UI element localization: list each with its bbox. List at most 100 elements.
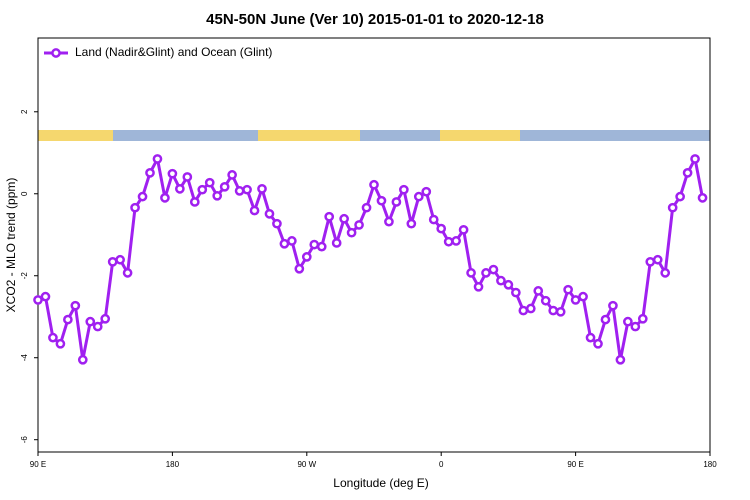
data-point <box>257 183 267 194</box>
x-tick-label: 0 <box>439 460 444 469</box>
plot-frame <box>37 37 711 453</box>
data-point <box>548 305 559 316</box>
data-point <box>294 263 305 274</box>
data-point <box>540 295 551 306</box>
data-point <box>652 254 663 265</box>
data-point <box>130 202 140 213</box>
data-point <box>63 314 73 325</box>
legend-marker <box>51 48 61 58</box>
data-point <box>152 154 163 164</box>
data-point <box>249 205 260 216</box>
data-point <box>473 281 484 292</box>
data-point <box>160 193 170 203</box>
data-point <box>189 197 200 207</box>
data-point <box>570 295 581 305</box>
data-point <box>555 306 566 317</box>
map-strip <box>38 130 710 141</box>
y-axis-label: XCO2 - MLO trend (ppm) <box>4 178 18 313</box>
data-point <box>697 193 708 203</box>
data-point <box>70 300 81 311</box>
data-point <box>369 179 379 190</box>
data-point <box>361 202 372 213</box>
x-axis-label: Longitude (deg E) <box>333 476 428 490</box>
data-point <box>518 305 529 316</box>
data-point <box>525 303 536 314</box>
x-tick-label: 90 W <box>297 460 316 469</box>
data-point <box>287 236 297 246</box>
data-point <box>197 184 208 195</box>
data-point <box>339 213 349 224</box>
data-point <box>115 254 125 265</box>
data-point <box>107 256 118 267</box>
data-point <box>92 321 103 332</box>
data-point <box>182 172 193 182</box>
data-point <box>488 264 499 275</box>
data-point <box>316 241 327 252</box>
data-point <box>496 275 506 286</box>
data-point <box>667 202 678 213</box>
data-point <box>406 218 417 229</box>
data-point <box>391 197 402 207</box>
data-point <box>637 313 648 324</box>
data-point <box>346 227 357 238</box>
data-line <box>37 157 705 362</box>
chart-title: 45N-50N June (Ver 10) 2015-01-01 to 2020… <box>206 11 544 28</box>
data-point <box>660 268 671 278</box>
data-point <box>55 338 66 349</box>
data-point <box>690 154 700 164</box>
data-point <box>234 186 245 196</box>
data-point <box>384 216 394 227</box>
data-point <box>85 316 96 327</box>
y-tick-label: 2 <box>20 109 29 114</box>
data-point <box>376 195 387 206</box>
data-point <box>503 279 514 290</box>
y-tick-label: 0 <box>20 191 29 196</box>
data-point <box>399 184 409 195</box>
data-point <box>301 252 312 262</box>
data-point <box>167 168 178 179</box>
data-point <box>436 223 447 234</box>
data-point <box>272 218 282 229</box>
data-point <box>77 354 88 365</box>
data-point <box>40 291 51 302</box>
y-tick-label: -4 <box>20 354 29 362</box>
data-point <box>682 168 693 178</box>
data-point <box>615 354 626 365</box>
data-point <box>219 181 230 192</box>
data-point <box>458 224 469 235</box>
data-point <box>100 313 111 324</box>
data-point <box>227 170 237 180</box>
data-point <box>443 236 454 247</box>
data-point <box>331 238 342 248</box>
data-point <box>264 208 275 219</box>
legend-label: Land (Nadir&Glint) and Ocean (Glint) <box>75 45 272 59</box>
y-tick-label: -2 <box>20 272 29 280</box>
data-point <box>48 332 58 343</box>
data-point <box>354 220 364 230</box>
data-point <box>309 239 320 250</box>
data-point <box>511 287 521 298</box>
data-point <box>428 214 439 225</box>
data-point <box>145 168 155 178</box>
data-point <box>324 211 335 222</box>
data-point <box>413 191 424 202</box>
data-point <box>623 316 633 327</box>
data-point <box>212 190 223 201</box>
data-point <box>645 256 656 267</box>
data-point <box>533 286 544 296</box>
data-point <box>593 338 603 349</box>
data-point <box>137 191 148 202</box>
x-tick-label: 90 E <box>567 460 583 469</box>
data-point <box>466 268 476 278</box>
x-tick-label: 180 <box>166 460 180 469</box>
data-point <box>421 186 432 197</box>
data-point <box>630 321 641 332</box>
data-point <box>204 177 215 188</box>
data-point <box>33 295 43 305</box>
data-point <box>608 300 618 311</box>
y-tick-label: -6 <box>20 436 29 444</box>
x-tick-label: 180 <box>703 460 717 469</box>
data-point <box>451 236 461 246</box>
x-tick-label: 90 E <box>30 460 46 469</box>
